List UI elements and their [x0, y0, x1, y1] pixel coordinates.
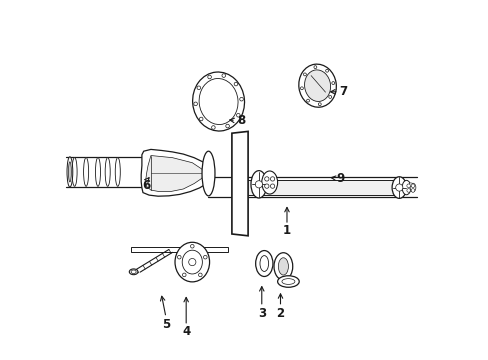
Text: 1: 1: [283, 224, 290, 237]
Ellipse shape: [182, 250, 202, 274]
Ellipse shape: [409, 183, 415, 192]
Ellipse shape: [273, 253, 292, 280]
Ellipse shape: [129, 269, 138, 275]
Ellipse shape: [193, 102, 197, 105]
Text: 5: 5: [162, 318, 170, 330]
Ellipse shape: [298, 64, 336, 107]
Ellipse shape: [198, 273, 202, 277]
Ellipse shape: [325, 69, 328, 72]
Ellipse shape: [264, 184, 268, 188]
Ellipse shape: [328, 95, 331, 98]
Ellipse shape: [234, 82, 237, 86]
Ellipse shape: [131, 270, 136, 274]
Ellipse shape: [199, 117, 203, 121]
Ellipse shape: [261, 171, 277, 194]
Text: 3: 3: [257, 307, 265, 320]
Ellipse shape: [197, 86, 200, 90]
Ellipse shape: [408, 183, 412, 186]
Ellipse shape: [406, 184, 409, 188]
Polygon shape: [131, 247, 228, 252]
Ellipse shape: [200, 80, 236, 123]
Ellipse shape: [188, 258, 196, 266]
Ellipse shape: [177, 255, 181, 259]
Ellipse shape: [207, 75, 211, 79]
Ellipse shape: [270, 177, 274, 181]
Text: 9: 9: [336, 172, 345, 185]
Text: 8: 8: [236, 114, 244, 127]
Polygon shape: [141, 149, 211, 196]
Ellipse shape: [282, 279, 294, 284]
Ellipse shape: [304, 70, 330, 102]
Polygon shape: [231, 131, 247, 236]
Ellipse shape: [190, 244, 194, 248]
Ellipse shape: [211, 126, 215, 129]
Ellipse shape: [175, 242, 209, 282]
Polygon shape: [208, 177, 416, 197]
Ellipse shape: [395, 184, 402, 191]
Ellipse shape: [313, 66, 316, 69]
Ellipse shape: [410, 184, 414, 188]
Ellipse shape: [255, 181, 262, 188]
Text: 7: 7: [339, 85, 347, 98]
Ellipse shape: [192, 72, 244, 131]
Ellipse shape: [202, 151, 215, 196]
Ellipse shape: [410, 189, 414, 192]
Ellipse shape: [278, 258, 288, 275]
Ellipse shape: [182, 273, 185, 277]
Ellipse shape: [401, 180, 410, 195]
Ellipse shape: [199, 78, 238, 125]
Ellipse shape: [222, 74, 225, 77]
Ellipse shape: [406, 189, 409, 192]
Ellipse shape: [303, 73, 306, 76]
Ellipse shape: [264, 177, 268, 181]
Ellipse shape: [239, 98, 243, 101]
Ellipse shape: [391, 177, 406, 198]
Ellipse shape: [318, 103, 321, 105]
Ellipse shape: [255, 251, 272, 276]
Ellipse shape: [83, 158, 88, 186]
Ellipse shape: [270, 184, 274, 188]
Ellipse shape: [300, 87, 303, 90]
Ellipse shape: [203, 255, 207, 259]
Polygon shape: [66, 157, 142, 187]
Text: 6: 6: [142, 179, 150, 192]
Ellipse shape: [95, 158, 101, 186]
Ellipse shape: [250, 171, 266, 198]
Ellipse shape: [68, 162, 71, 182]
Ellipse shape: [331, 82, 334, 85]
Ellipse shape: [260, 256, 268, 271]
Text: 4: 4: [182, 325, 190, 338]
Polygon shape: [247, 180, 402, 195]
Ellipse shape: [67, 157, 73, 187]
Ellipse shape: [72, 158, 77, 186]
Ellipse shape: [277, 276, 299, 287]
Ellipse shape: [115, 158, 120, 186]
Ellipse shape: [105, 158, 110, 186]
Ellipse shape: [306, 99, 309, 102]
Ellipse shape: [236, 113, 240, 117]
Ellipse shape: [225, 124, 229, 128]
Polygon shape: [145, 156, 204, 192]
Text: 2: 2: [276, 307, 284, 320]
